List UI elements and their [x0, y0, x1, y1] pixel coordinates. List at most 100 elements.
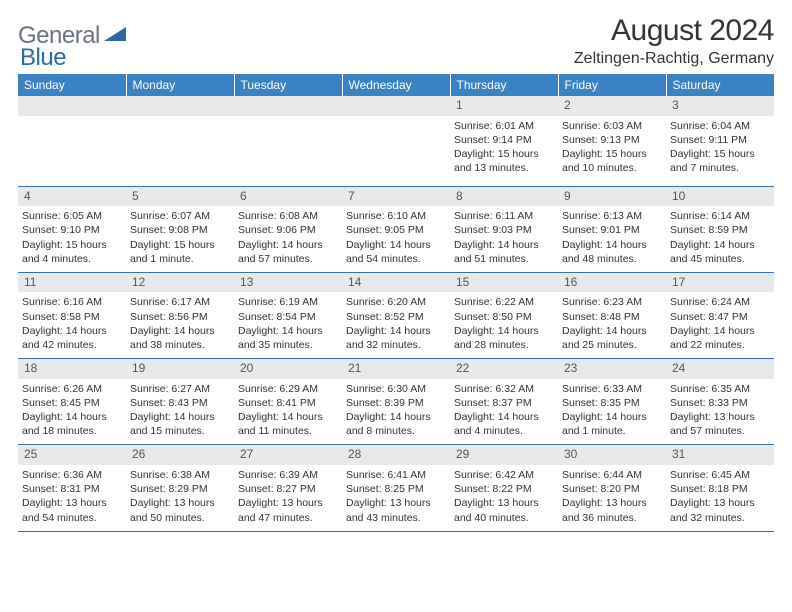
- calendar-cell: 21Sunrise: 6:30 AMSunset: 8:39 PMDayligh…: [342, 359, 450, 445]
- day-info: Sunrise: 6:38 AMSunset: 8:29 PMDaylight:…: [126, 465, 234, 531]
- day-header: Saturday: [666, 74, 774, 96]
- day-info: Sunrise: 6:07 AMSunset: 9:08 PMDaylight:…: [126, 206, 234, 272]
- day-number: 20: [234, 359, 342, 379]
- day-number: 26: [126, 445, 234, 465]
- calendar-cell: 25Sunrise: 6:36 AMSunset: 8:31 PMDayligh…: [18, 445, 126, 531]
- day-info: Sunrise: 6:29 AMSunset: 8:41 PMDaylight:…: [234, 379, 342, 445]
- day-info: Sunrise: 6:04 AMSunset: 9:11 PMDaylight:…: [666, 116, 774, 186]
- day-header: Sunday: [18, 74, 126, 96]
- day-info: Sunrise: 6:39 AMSunset: 8:27 PMDaylight:…: [234, 465, 342, 531]
- day-header: Tuesday: [234, 74, 342, 96]
- day-number: 3: [666, 96, 774, 116]
- day-info: Sunrise: 6:13 AMSunset: 9:01 PMDaylight:…: [558, 206, 666, 272]
- calendar-cell: 15Sunrise: 6:22 AMSunset: 8:50 PMDayligh…: [450, 273, 558, 359]
- calendar-cell: 29Sunrise: 6:42 AMSunset: 8:22 PMDayligh…: [450, 445, 558, 531]
- calendar-cell: 12Sunrise: 6:17 AMSunset: 8:56 PMDayligh…: [126, 273, 234, 359]
- logo-text-blue: Blue: [20, 44, 66, 71]
- day-info: Sunrise: 6:16 AMSunset: 8:58 PMDaylight:…: [18, 292, 126, 358]
- calendar-cell: 7Sunrise: 6:10 AMSunset: 9:05 PMDaylight…: [342, 187, 450, 273]
- day-number: 23: [558, 359, 666, 379]
- header: General August 2024 Zeltingen-Rachtig, G…: [18, 14, 774, 68]
- day-number: 5: [126, 187, 234, 207]
- calendar-week: 18Sunrise: 6:26 AMSunset: 8:45 PMDayligh…: [18, 359, 774, 445]
- location-label: Zeltingen-Rachtig, Germany: [574, 50, 774, 68]
- calendar-cell: 11Sunrise: 6:16 AMSunset: 8:58 PMDayligh…: [18, 273, 126, 359]
- calendar-cell: 26Sunrise: 6:38 AMSunset: 8:29 PMDayligh…: [126, 445, 234, 531]
- day-number: 7: [342, 187, 450, 207]
- day-info: Sunrise: 6:45 AMSunset: 8:18 PMDaylight:…: [666, 465, 774, 531]
- calendar-cell: 4Sunrise: 6:05 AMSunset: 9:10 PMDaylight…: [18, 187, 126, 273]
- day-number: 21: [342, 359, 450, 379]
- calendar-week: 1Sunrise: 6:01 AMSunset: 9:14 PMDaylight…: [18, 96, 774, 187]
- day-info: [18, 116, 126, 186]
- day-number: 19: [126, 359, 234, 379]
- day-info: Sunrise: 6:03 AMSunset: 9:13 PMDaylight:…: [558, 116, 666, 186]
- day-header: Friday: [558, 74, 666, 96]
- day-info: Sunrise: 6:01 AMSunset: 9:14 PMDaylight:…: [450, 116, 558, 186]
- day-info: Sunrise: 6:20 AMSunset: 8:52 PMDaylight:…: [342, 292, 450, 358]
- day-info: Sunrise: 6:27 AMSunset: 8:43 PMDaylight:…: [126, 379, 234, 445]
- day-number: 22: [450, 359, 558, 379]
- calendar-cell: 5Sunrise: 6:07 AMSunset: 9:08 PMDaylight…: [126, 187, 234, 273]
- day-info: Sunrise: 6:44 AMSunset: 8:20 PMDaylight:…: [558, 465, 666, 531]
- title-block: August 2024 Zeltingen-Rachtig, Germany: [574, 14, 774, 68]
- day-number: 27: [234, 445, 342, 465]
- day-info: Sunrise: 6:11 AMSunset: 9:03 PMDaylight:…: [450, 206, 558, 272]
- day-header: Wednesday: [342, 74, 450, 96]
- day-number: [126, 96, 234, 116]
- calendar-cell: 3Sunrise: 6:04 AMSunset: 9:11 PMDaylight…: [666, 96, 774, 187]
- day-number: 9: [558, 187, 666, 207]
- day-info: Sunrise: 6:26 AMSunset: 8:45 PMDaylight:…: [18, 379, 126, 445]
- calendar-cell: 6Sunrise: 6:08 AMSunset: 9:06 PMDaylight…: [234, 187, 342, 273]
- calendar-cell: 13Sunrise: 6:19 AMSunset: 8:54 PMDayligh…: [234, 273, 342, 359]
- day-header: Thursday: [450, 74, 558, 96]
- calendar-cell: 22Sunrise: 6:32 AMSunset: 8:37 PMDayligh…: [450, 359, 558, 445]
- calendar-cell: 17Sunrise: 6:24 AMSunset: 8:47 PMDayligh…: [666, 273, 774, 359]
- day-info: Sunrise: 6:14 AMSunset: 8:59 PMDaylight:…: [666, 206, 774, 272]
- calendar-cell: 18Sunrise: 6:26 AMSunset: 8:45 PMDayligh…: [18, 359, 126, 445]
- day-info: Sunrise: 6:30 AMSunset: 8:39 PMDaylight:…: [342, 379, 450, 445]
- calendar-cell: [234, 96, 342, 187]
- day-number: 11: [18, 273, 126, 293]
- day-info: [126, 116, 234, 186]
- day-number: 25: [18, 445, 126, 465]
- day-number: 4: [18, 187, 126, 207]
- day-info: Sunrise: 6:35 AMSunset: 8:33 PMDaylight:…: [666, 379, 774, 445]
- calendar-cell: 27Sunrise: 6:39 AMSunset: 8:27 PMDayligh…: [234, 445, 342, 531]
- calendar-cell: 16Sunrise: 6:23 AMSunset: 8:48 PMDayligh…: [558, 273, 666, 359]
- day-number: 24: [666, 359, 774, 379]
- day-number: 17: [666, 273, 774, 293]
- calendar-cell: 31Sunrise: 6:45 AMSunset: 8:18 PMDayligh…: [666, 445, 774, 531]
- day-number: 14: [342, 273, 450, 293]
- day-info: Sunrise: 6:17 AMSunset: 8:56 PMDaylight:…: [126, 292, 234, 358]
- day-number: 29: [450, 445, 558, 465]
- day-number: 2: [558, 96, 666, 116]
- day-info: Sunrise: 6:22 AMSunset: 8:50 PMDaylight:…: [450, 292, 558, 358]
- calendar-week: 25Sunrise: 6:36 AMSunset: 8:31 PMDayligh…: [18, 445, 774, 531]
- day-number: [234, 96, 342, 116]
- day-number: 16: [558, 273, 666, 293]
- day-number: 1: [450, 96, 558, 116]
- day-info: Sunrise: 6:10 AMSunset: 9:05 PMDaylight:…: [342, 206, 450, 272]
- day-info: Sunrise: 6:08 AMSunset: 9:06 PMDaylight:…: [234, 206, 342, 272]
- day-info: [234, 116, 342, 186]
- calendar-cell: 8Sunrise: 6:11 AMSunset: 9:03 PMDaylight…: [450, 187, 558, 273]
- day-info: Sunrise: 6:42 AMSunset: 8:22 PMDaylight:…: [450, 465, 558, 531]
- calendar-cell: 1Sunrise: 6:01 AMSunset: 9:14 PMDaylight…: [450, 96, 558, 187]
- calendar-cell: 9Sunrise: 6:13 AMSunset: 9:01 PMDaylight…: [558, 187, 666, 273]
- days-of-week-row: SundayMondayTuesdayWednesdayThursdayFrid…: [18, 74, 774, 96]
- day-number: 18: [18, 359, 126, 379]
- day-info: [342, 116, 450, 186]
- calendar-cell: 30Sunrise: 6:44 AMSunset: 8:20 PMDayligh…: [558, 445, 666, 531]
- calendar-cell: [18, 96, 126, 187]
- day-info: Sunrise: 6:33 AMSunset: 8:35 PMDaylight:…: [558, 379, 666, 445]
- day-number: 30: [558, 445, 666, 465]
- calendar-cell: 24Sunrise: 6:35 AMSunset: 8:33 PMDayligh…: [666, 359, 774, 445]
- calendar-cell: 23Sunrise: 6:33 AMSunset: 8:35 PMDayligh…: [558, 359, 666, 445]
- calendar-cell: 10Sunrise: 6:14 AMSunset: 8:59 PMDayligh…: [666, 187, 774, 273]
- calendar-cell: 19Sunrise: 6:27 AMSunset: 8:43 PMDayligh…: [126, 359, 234, 445]
- day-info: Sunrise: 6:23 AMSunset: 8:48 PMDaylight:…: [558, 292, 666, 358]
- day-info: Sunrise: 6:19 AMSunset: 8:54 PMDaylight:…: [234, 292, 342, 358]
- calendar-week: 4Sunrise: 6:05 AMSunset: 9:10 PMDaylight…: [18, 187, 774, 273]
- day-number: 28: [342, 445, 450, 465]
